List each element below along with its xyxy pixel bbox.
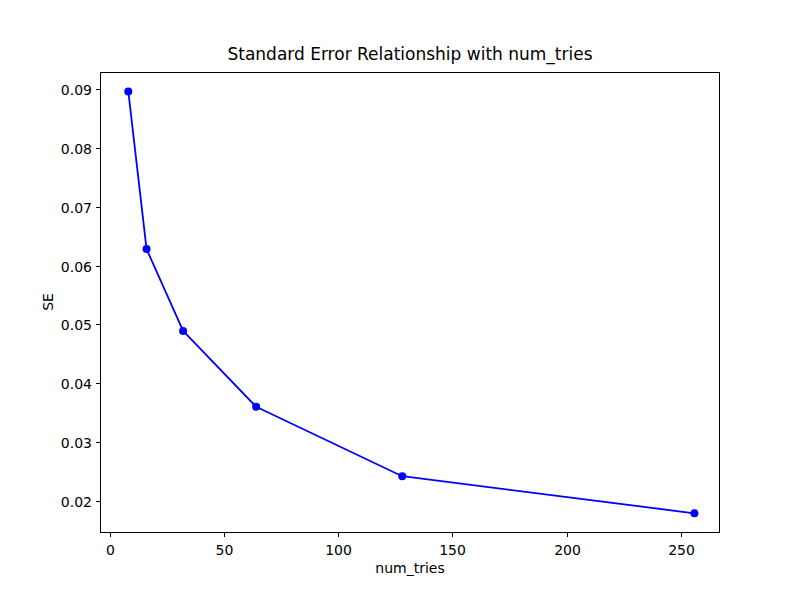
- y-tick-label: 0.03: [61, 435, 92, 451]
- y-tick-label: 0.06: [61, 259, 92, 275]
- y-tick-label: 0.09: [61, 82, 92, 98]
- y-axis-label: SE: [40, 293, 56, 311]
- data-point-marker: [690, 509, 698, 517]
- x-tick-label: 200: [554, 542, 581, 558]
- y-tick-label: 0.08: [61, 141, 92, 157]
- data-point-marker: [143, 245, 151, 253]
- data-point-marker: [179, 327, 187, 335]
- plot-area: 0 50 100 150 200 250 0.02 0.03 0.04 0.05 0.06 0.07 0…: [0, 0, 800, 600]
- y-tick-label: 0.04: [61, 376, 92, 392]
- x-axis-label: num_tries: [100, 560, 720, 576]
- x-tick-label: 150: [439, 542, 466, 558]
- x-tick-label: 0: [106, 542, 115, 558]
- y-tick-label: 0.02: [61, 494, 92, 510]
- axes-background: [100, 72, 720, 533]
- figure-canvas: Standard Error Relationship with num_tri…: [0, 0, 800, 600]
- y-tick-label: 0.05: [61, 317, 92, 333]
- data-point-marker: [398, 472, 406, 480]
- data-point-marker: [124, 87, 132, 95]
- y-tick-label: 0.07: [61, 200, 92, 216]
- x-tick-label: 100: [325, 542, 352, 558]
- x-tick-label: 50: [216, 542, 234, 558]
- x-tick-label: 250: [668, 542, 695, 558]
- data-point-marker: [252, 403, 260, 411]
